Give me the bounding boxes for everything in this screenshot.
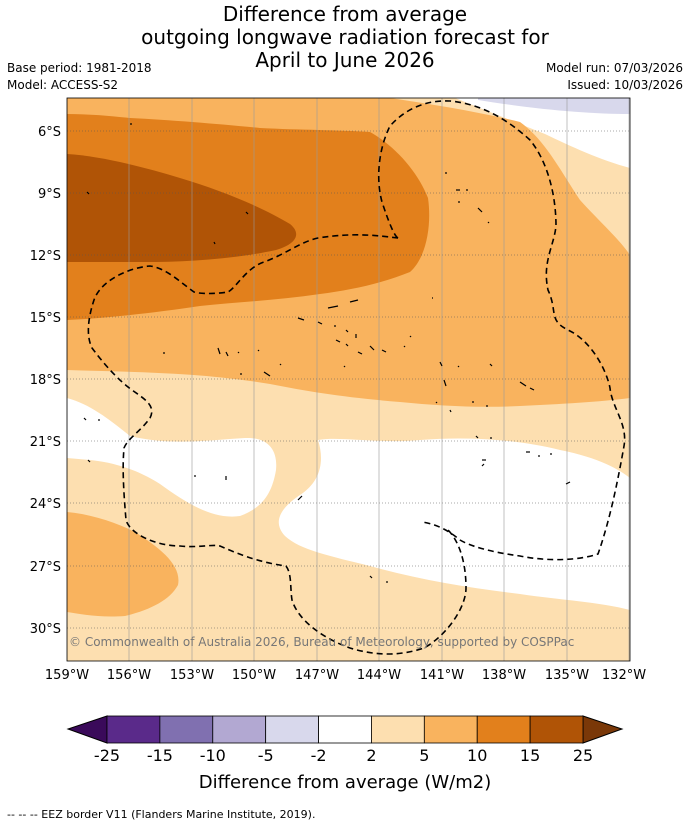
lon-label: 147°W xyxy=(295,668,339,683)
eez-borders xyxy=(87,100,626,655)
lon-label: 141°W xyxy=(420,668,464,683)
latitude-labels: 6°S 9°S 12°S 15°S 18°S 21°S 24°S 27°S 30… xyxy=(30,125,61,637)
map-frame xyxy=(66,97,631,662)
forecast-map: © Commonwealth of Australia 2026, Bureau… xyxy=(67,98,630,661)
colorbar-bin xyxy=(212,715,267,744)
lat-label: 6°S xyxy=(38,125,61,140)
title-line-3: April to June 2026 xyxy=(255,48,435,72)
lon-label: 138°W xyxy=(482,668,526,683)
anomaly-5-10-patch-southwest xyxy=(67,512,179,617)
lon-label: 144°W xyxy=(357,668,401,683)
colorbar-tick-label: 5 xyxy=(419,746,429,765)
lat-label: 18°S xyxy=(30,373,61,388)
near-normal-top-right xyxy=(455,98,630,168)
colorbar-label: Difference from average (W/m2) xyxy=(199,772,491,793)
eez-french-polynesia-north xyxy=(377,100,626,561)
colorbar-tick-label: -25 xyxy=(94,746,120,765)
colorbar-tick-label: -10 xyxy=(200,746,226,765)
title-line-2: outgoing longwave radiation forecast for xyxy=(141,25,549,49)
lat-label: 27°S xyxy=(30,560,61,575)
longitude-labels: 159°W 156°W 153°W 150°W 147°W 144°W 141°… xyxy=(45,668,646,683)
colorbar-bin xyxy=(529,715,584,744)
colorbar-under-arrow xyxy=(66,715,108,744)
eez-french-polynesia-main xyxy=(87,234,467,655)
colorbar-bin xyxy=(106,715,161,744)
eez-legend: -- -- -- EEZ border V11 (Flanders Marine… xyxy=(7,808,316,821)
colorbar: -25 -15 -10 -5 -2 2 5 10 15 25 Difference from av… xyxy=(66,715,624,793)
colorbar-bin xyxy=(265,715,319,744)
lon-label: 156°W xyxy=(107,668,151,683)
colorbar-tick-label: 25 xyxy=(573,746,593,765)
title-line-1: Difference from average xyxy=(222,2,468,26)
copyright-notice: © Commonwealth of Australia 2026, Bureau… xyxy=(69,635,574,649)
lon-label: 132°W xyxy=(602,668,646,683)
base-period: Base period: 1981-2018 xyxy=(7,61,152,75)
lon-label: 150°W xyxy=(232,668,276,683)
lat-label: 21°S xyxy=(30,435,61,450)
anomaly-15-25-core xyxy=(67,154,297,262)
colorbar-tick-label: 10 xyxy=(467,746,487,765)
latitude-gridlines xyxy=(67,130,630,629)
model-run: Model run: 07/03/2026 xyxy=(545,61,683,75)
near-normal-region-west xyxy=(67,398,277,517)
lat-label: 24°S xyxy=(30,497,61,512)
colorbar-over-arrow xyxy=(582,715,624,744)
longitude-gridlines xyxy=(67,98,630,661)
lon-label: 159°W xyxy=(45,668,89,683)
negative-anomaly-top-right xyxy=(478,98,630,114)
islands xyxy=(83,123,571,583)
colorbar-bin xyxy=(476,715,531,744)
lat-label: 30°S xyxy=(30,622,61,637)
lat-label: 12°S xyxy=(30,249,61,264)
issued-date: Issued: 10/03/2026 xyxy=(567,78,683,92)
lat-label: 9°S xyxy=(38,187,61,202)
colorbar-tick-label: -2 xyxy=(311,746,327,765)
colorbar-tick-label: -5 xyxy=(258,746,274,765)
colorbar-tick-label: -15 xyxy=(147,746,173,765)
colorbar-bin xyxy=(159,715,214,744)
model-name: Model: ACCESS-S2 xyxy=(7,78,119,92)
colorbar-tick-label: 15 xyxy=(520,746,540,765)
colorbar-tick-label: 2 xyxy=(366,746,376,765)
lon-label: 135°W xyxy=(545,668,589,683)
colorbar-bin xyxy=(318,715,372,744)
colorbar-bin xyxy=(371,715,425,744)
lat-label: 15°S xyxy=(30,311,61,326)
colorbar-bin xyxy=(423,715,478,744)
lon-label: 153°W xyxy=(170,668,214,683)
near-normal-region-east xyxy=(278,438,630,610)
